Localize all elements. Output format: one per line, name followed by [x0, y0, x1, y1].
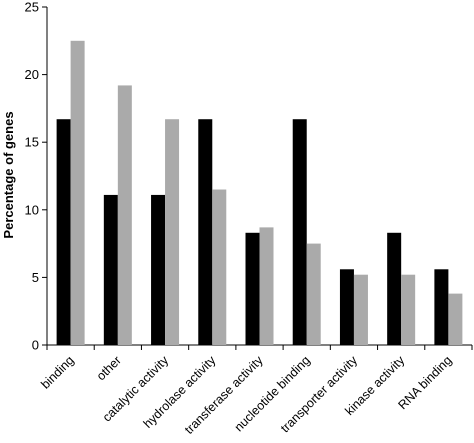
bar — [212, 189, 227, 345]
y-tick-label: 20 — [25, 67, 39, 82]
bar — [434, 269, 449, 345]
bar — [401, 274, 416, 345]
bar — [448, 293, 463, 345]
bar — [103, 194, 118, 345]
bar — [306, 243, 321, 345]
bar — [353, 274, 368, 345]
x-tick-label: binding — [38, 353, 76, 391]
bar — [151, 194, 166, 345]
bar — [387, 232, 402, 345]
x-tick-label: other — [94, 353, 124, 383]
bar — [117, 85, 132, 345]
y-axis-label: Percentage of genes — [1, 111, 16, 238]
y-tick-label: 0 — [32, 338, 39, 353]
bar — [259, 227, 274, 345]
bar — [245, 232, 260, 345]
x-tick-label: transferase activity — [182, 353, 266, 437]
bar — [292, 119, 307, 345]
bar — [198, 119, 213, 345]
bar — [56, 119, 71, 345]
y-tick-label: 25 — [25, 0, 39, 15]
y-tick-label: 5 — [32, 270, 39, 285]
y-tick-label: 10 — [25, 202, 39, 217]
bar — [165, 119, 180, 345]
bar — [70, 40, 85, 346]
y-tick-label: 15 — [25, 135, 39, 150]
bar — [339, 269, 354, 345]
